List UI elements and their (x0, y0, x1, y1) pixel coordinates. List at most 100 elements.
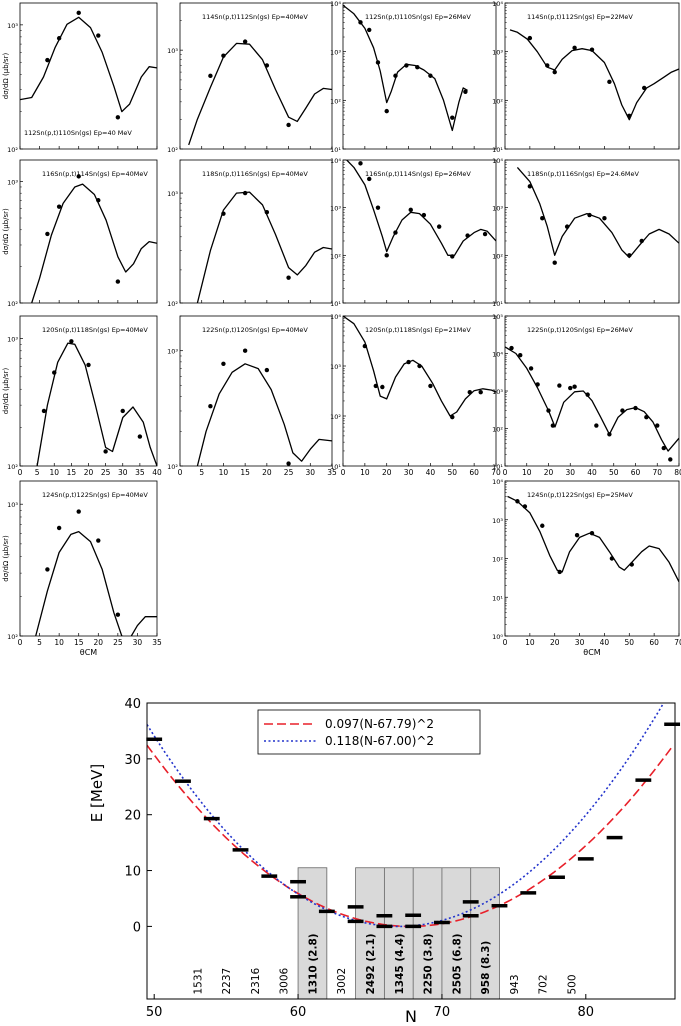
data-point (76, 10, 81, 16)
data-point (535, 382, 540, 387)
data-point (607, 79, 612, 85)
y-tick-label: 10² (330, 413, 341, 421)
reaction-label: 116Sn(p,t)114Sn(gs) Ep=26MeV (365, 170, 471, 178)
data-point (589, 47, 595, 52)
data-point (594, 423, 599, 428)
data-point (120, 408, 125, 414)
x-tick-label: 15 (74, 638, 84, 647)
panel-11: 0 10 20 30 40 50 60 7010¹10²10³10⁴120Sn(p,t)118… (330, 313, 501, 477)
data-point (264, 367, 270, 373)
column-label: 943 (509, 974, 521, 994)
reaction-label: 112Sn(p,t)110Sn(gs) Ep=26MeV (365, 13, 471, 21)
x-tick-label: 0 (18, 638, 23, 647)
y-tick-label: 10² (492, 426, 503, 434)
data-point (522, 504, 528, 509)
data-point (384, 108, 389, 114)
data-point (587, 212, 592, 218)
x-tick-label: 35 (135, 468, 145, 477)
x-tick-label: 20 (94, 638, 104, 647)
x-tick-label: 80 (674, 468, 681, 477)
y-axis-label: dσ/dΩ (µb/sr) (2, 208, 10, 255)
y-tick-label: 10³ (167, 47, 178, 55)
x-tick-label: 70 (491, 468, 501, 477)
x-tick-label: 40 (152, 468, 162, 477)
column-label: 702 (538, 974, 550, 994)
data-point (518, 353, 523, 358)
column-label: 1531 (192, 968, 204, 995)
y-tick-label: 10² (7, 300, 18, 308)
data-point (137, 434, 143, 439)
data-point (661, 445, 666, 451)
x-tick-label: 10 (219, 468, 229, 477)
panel-frame (342, 159, 497, 304)
data-point (208, 404, 213, 409)
y-tick-label: 10⁵ (492, 313, 503, 321)
panel-14: 0 10 20 30 40 50 60 70 10⁰ 10¹ 10² 10³ 10⁴ 124Sn(p,t)… (492, 478, 681, 657)
reaction-label: 118Sn(p,t)116Sn(gs) Ep=24.6MeV (527, 170, 640, 178)
x-tick-label: 20 (544, 468, 554, 477)
x-tick-label: 40 (426, 468, 436, 477)
x-tick-label: 50 (146, 1005, 163, 1020)
y-tick-label: 10¹ (330, 300, 341, 308)
data-point (564, 224, 570, 229)
data-point (428, 383, 433, 389)
data-point (540, 523, 545, 528)
reaction-label: 124Sn(p,t)122Sn(gs) Ep=40MeV (42, 491, 148, 499)
x-tick-label: 40 (587, 468, 597, 477)
data-point (221, 211, 226, 216)
panel-frame (504, 480, 680, 637)
data-point (69, 339, 74, 344)
column-label: 958 (8.3) (480, 941, 492, 995)
panel-frame (19, 2, 158, 150)
y-tick-label: 10¹ (492, 300, 503, 308)
data-point (103, 449, 108, 454)
x-tick-label: 50 (609, 468, 619, 477)
data-point (358, 161, 363, 166)
fit-curve (507, 495, 679, 583)
x-tick-label: 30 (575, 638, 585, 647)
data-point (96, 538, 101, 543)
column-label: 2492 (2.1) (365, 933, 377, 994)
data-point (404, 63, 409, 68)
fit-curve (20, 16, 157, 113)
data-point (428, 73, 433, 78)
panel-frame (342, 2, 497, 150)
data-point (545, 63, 550, 68)
x-tick-label: 5 (37, 638, 42, 647)
panel-6: 10² 10³ 118Sn(p,t)116Sn(gs) Ep=40MeV (167, 159, 333, 308)
data-point (115, 279, 121, 284)
shaded-region (297, 867, 328, 1000)
x-tick-label: 0 (503, 638, 508, 647)
fit-curve (505, 346, 679, 452)
x-tick-label: 60 (631, 468, 641, 477)
x-tick-label: 30 (133, 638, 143, 647)
y-tick-label: 10³ (7, 178, 18, 186)
x-tick-label: 15 (240, 468, 250, 477)
y-tick-label: 10² (492, 556, 503, 564)
y-tick-label: 10¹ (492, 463, 503, 471)
data-point (527, 35, 533, 41)
y-tick-label: 10⁴ (330, 0, 341, 8)
data-point (465, 233, 470, 238)
data-point (602, 216, 607, 221)
cross-section-panels: 10² 10³ 112Sn(p,t)110Sn(gs) Ep=40 MeV dσ/dΩ… (2, 0, 681, 657)
data-point (528, 366, 534, 371)
chart-frame (146, 702, 676, 1000)
fit-curve (345, 160, 496, 256)
data-point (509, 345, 514, 351)
data-point (620, 408, 625, 413)
y-tick-label: 10⁴ (492, 478, 503, 486)
data-point (546, 408, 551, 413)
x-tick-label: 20 (262, 468, 272, 477)
y-tick-label: 10⁰ (492, 633, 503, 641)
x-tick-label: 10 (54, 638, 64, 647)
data-point (540, 216, 545, 221)
data-point (56, 525, 62, 531)
data-point (242, 348, 248, 353)
data-point (86, 362, 91, 368)
y-tick-label: 10² (7, 633, 18, 641)
data-point (627, 113, 632, 119)
x-tick-label: 15 (67, 468, 77, 477)
y-tick-label: 10⁴ (492, 351, 503, 359)
